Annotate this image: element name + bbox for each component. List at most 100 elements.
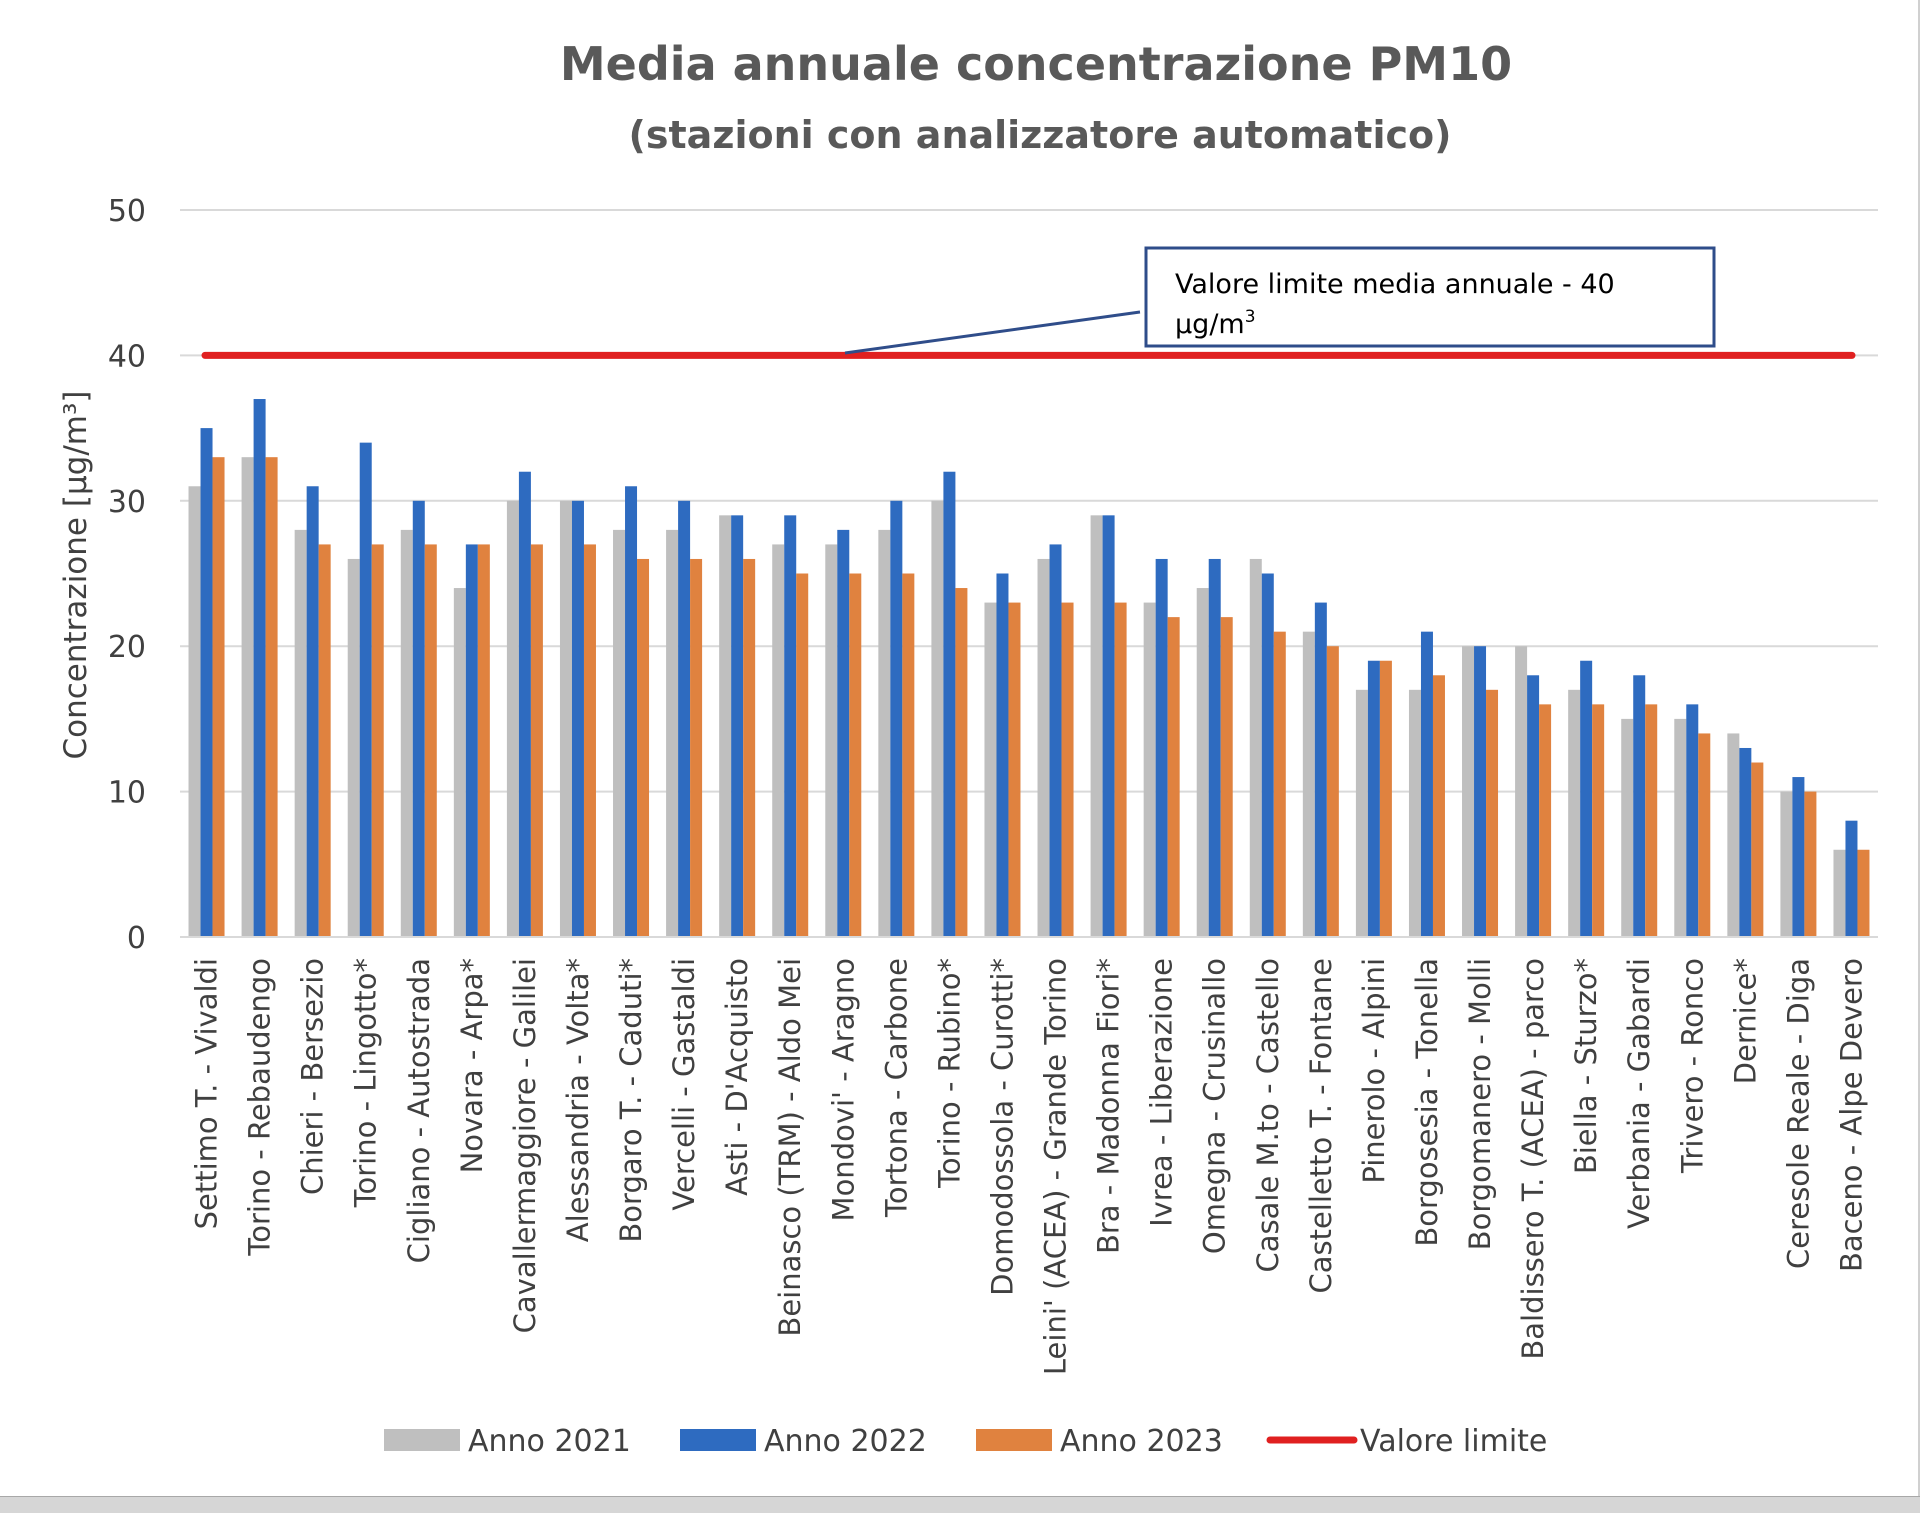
bar-anno-2022 [1208, 558, 1221, 937]
bar-anno-2021 [1196, 588, 1209, 937]
bar-anno-2022 [1420, 631, 1433, 937]
y-tick-label: 50 [108, 194, 146, 229]
x-tick-label: Omegna - Crusinallo [1198, 958, 1232, 1254]
x-tick-label: Borgaro T. - Caduti* [614, 958, 648, 1243]
bar-anno-2023 [477, 544, 490, 937]
bar-anno-2023 [1061, 602, 1074, 937]
bar-anno-2023 [955, 588, 968, 937]
bar-anno-2021 [1833, 849, 1846, 937]
bar-anno-2022 [359, 442, 372, 937]
bar-anno-2021 [241, 457, 254, 937]
bar-anno-2023 [1379, 660, 1392, 937]
bar-anno-2023 [371, 544, 384, 937]
bar-anno-2023 [849, 573, 862, 937]
bar-anno-2023 [1592, 704, 1605, 937]
bar-anno-2021 [400, 529, 413, 937]
legend-swatch [976, 1429, 1052, 1451]
bar-anno-2021 [1621, 718, 1634, 937]
x-tick-label: Vercelli - Gastaldi [667, 958, 701, 1211]
x-tick-label: Verbania - Gabardi [1622, 958, 1656, 1229]
x-axis-tick-labels: Settimo T. - Vivaldi Torino - Rebaudengo C… [190, 958, 1869, 1375]
y-tick-label: 0 [127, 921, 146, 956]
bar-anno-2021 [825, 544, 838, 937]
bar-anno-2023 [318, 544, 331, 937]
bar-anno-2023 [1432, 675, 1445, 937]
bar-anno-2022 [784, 515, 797, 937]
bar-anno-2021 [1568, 689, 1581, 937]
bar-anno-2021 [506, 500, 519, 937]
x-tick-label: Casale M.to - Castello [1251, 958, 1285, 1272]
x-tick-label: Baceno - Alpe Devero [1834, 958, 1868, 1272]
x-tick-label: Torino - Rebaudengo [243, 958, 277, 1257]
bar-anno-2023 [265, 457, 278, 937]
bar-anno-2021 [1515, 646, 1528, 937]
bar-anno-2023 [1698, 733, 1711, 937]
x-tick-label: Alessandria - Volta* [561, 958, 595, 1242]
y-tick-label: 40 [108, 339, 146, 374]
x-tick-label: Ceresole Reale - Diga [1781, 958, 1815, 1269]
annotation-leader-line [844, 310, 1141, 355]
x-tick-label: Cigliano - Autostrada [402, 958, 436, 1263]
bar-anno-2023 [1539, 704, 1552, 937]
bar-anno-2022 [1580, 660, 1593, 937]
bar-anno-2022 [1527, 675, 1540, 937]
bar-anno-2022 [943, 471, 956, 937]
bar-anno-2023 [1220, 617, 1233, 937]
y-tick-label: 10 [108, 776, 146, 811]
legend: Anno 2021 Anno 2022 Anno 2023 Valore limite [384, 1424, 1547, 1459]
bar-anno-2022 [571, 500, 584, 937]
bar-anno-2021 [878, 529, 891, 937]
bar-anno-2023 [1114, 602, 1127, 937]
bar-anno-2021 [347, 558, 360, 937]
y-axis-label: Concentrazione [µg/m³] [58, 390, 94, 759]
bar-anno-2022 [253, 399, 266, 937]
bar-anno-2021 [559, 500, 572, 937]
x-tick-label: Castelletto T. - Fontane [1304, 958, 1338, 1294]
x-tick-label: Borgomanero - Molli [1463, 958, 1497, 1250]
bar-anno-2021 [1355, 689, 1368, 937]
y-tick-label: 20 [108, 630, 146, 665]
bar-anno-2021 [719, 515, 732, 937]
bar-anno-2022 [1845, 820, 1858, 937]
bar-anno-2021 [294, 529, 307, 937]
x-tick-label: Mondovi' - Aragno [826, 958, 860, 1221]
legend-label: Anno 2022 [764, 1424, 927, 1459]
x-tick-label: Domodossola - Curotti* [985, 958, 1019, 1296]
x-tick-label: Settimo T. - Vivaldi [190, 958, 224, 1229]
bar-anno-2023 [530, 544, 543, 937]
x-tick-label: Bra - Madonna Fiori* [1092, 958, 1126, 1254]
bar-anno-2022 [1102, 515, 1115, 937]
bar-anno-2022 [1155, 558, 1168, 937]
bar-anno-2023 [1167, 617, 1180, 937]
window-bottom-strip [0, 1496, 1920, 1513]
x-tick-label: Pinerolo - Alpini [1357, 958, 1391, 1184]
x-tick-label: Ivrea - Liberazione [1145, 958, 1179, 1227]
bar-anno-2023 [1008, 602, 1021, 937]
bar-anno-2021 [1780, 791, 1793, 937]
annotation-line-2: µg/m3 [1175, 307, 1256, 340]
bar-anno-2023 [637, 558, 650, 937]
bar-anno-2023 [902, 573, 915, 937]
x-tick-label: Beinasco (TRM) - Aldo Mei [773, 958, 807, 1337]
legend-label: Anno 2021 [468, 1424, 631, 1459]
bar-anno-2022 [837, 529, 850, 937]
chart-title: Media annuale concentrazione PM10 [560, 37, 1512, 91]
x-tick-label: Novara - Arpa* [455, 958, 489, 1173]
bar-anno-2021 [1302, 631, 1315, 937]
chart-subtitle: (stazioni con analizzatore automatico) [629, 113, 1452, 157]
bar-anno-2022 [1261, 573, 1274, 937]
bar-anno-2023 [1804, 791, 1817, 937]
y-axis-ticks: 0 10 20 30 40 50 [108, 194, 146, 956]
bar-anno-2022 [1049, 544, 1062, 937]
x-tick-label: Asti - D'Acquisto [720, 958, 754, 1196]
x-tick-label: Torino - Lingotto* [349, 958, 383, 1208]
bar-anno-2022 [1633, 675, 1646, 937]
bar-anno-2021 [1143, 602, 1156, 937]
bar-anno-2021 [1249, 558, 1262, 937]
bar-anno-2022 [1739, 747, 1752, 937]
legend-swatch [680, 1429, 756, 1451]
bar-anno-2022 [1686, 704, 1699, 937]
x-tick-label: Chieri - Bersezio [296, 958, 330, 1195]
